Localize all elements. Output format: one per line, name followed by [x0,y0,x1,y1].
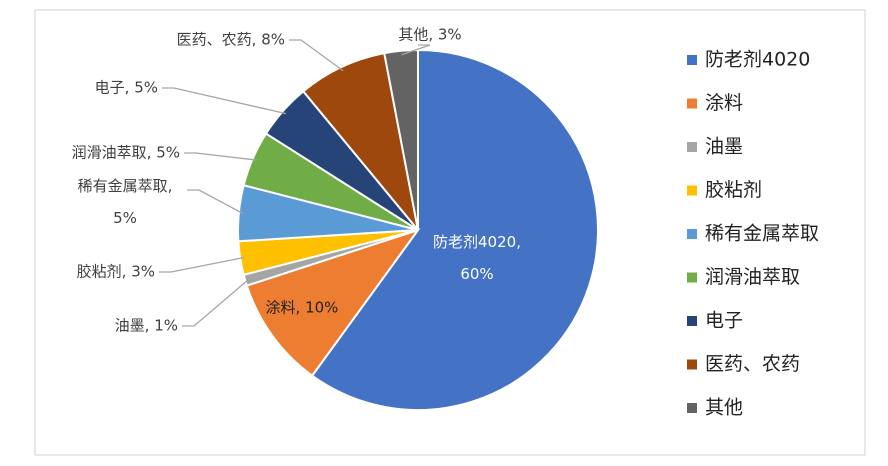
leader-line [159,256,245,273]
legend-swatch [687,185,697,196]
legend-swatch [687,55,697,65]
legend-label: 稀有金属萃取 [705,223,819,245]
legend-label: 电子 [705,310,743,332]
legend-swatch [687,272,697,283]
leader-line [187,189,244,215]
pie-slice [310,48,599,411]
legend-swatch [687,316,697,326]
legend-label: 胶粘剂 [705,179,762,201]
legend-swatch [687,403,697,413]
data-label: 防老剂4020, 60% [433,233,521,283]
legend-label: 医药、农药 [705,353,800,375]
data-label: 润滑油萃取, 5% [72,144,180,162]
legend-label: 防老剂4020 [705,49,810,71]
data-label: 稀有金属萃取, 5% [78,177,173,227]
legend-label: 其他 [705,397,743,419]
data-label: 油墨, 1% [115,317,178,335]
legend-label: 涂料 [705,92,743,114]
data-label: 电子, 5% [95,79,158,97]
data-label: 其他, 3% [398,26,461,44]
legend-swatch [687,359,697,370]
legend-swatch [687,98,697,109]
legend-label: 油墨 [705,136,743,158]
pie-slice [245,228,421,378]
leader-line [162,87,287,115]
leader-line [184,152,257,161]
leader-line [182,278,250,327]
pie-slice [383,48,419,231]
legend-swatch [687,142,697,152]
data-label: 医药、农药, 8% [177,31,285,49]
leader-line [289,39,344,72]
legend-label: 润滑油萃取 [705,266,800,288]
leader-line [401,44,431,56]
legend-swatch [687,229,697,239]
data-label: 胶粘剂, 3% [77,263,155,281]
data-label: 涂料, 10% [266,299,339,317]
pie-slice [301,52,419,231]
